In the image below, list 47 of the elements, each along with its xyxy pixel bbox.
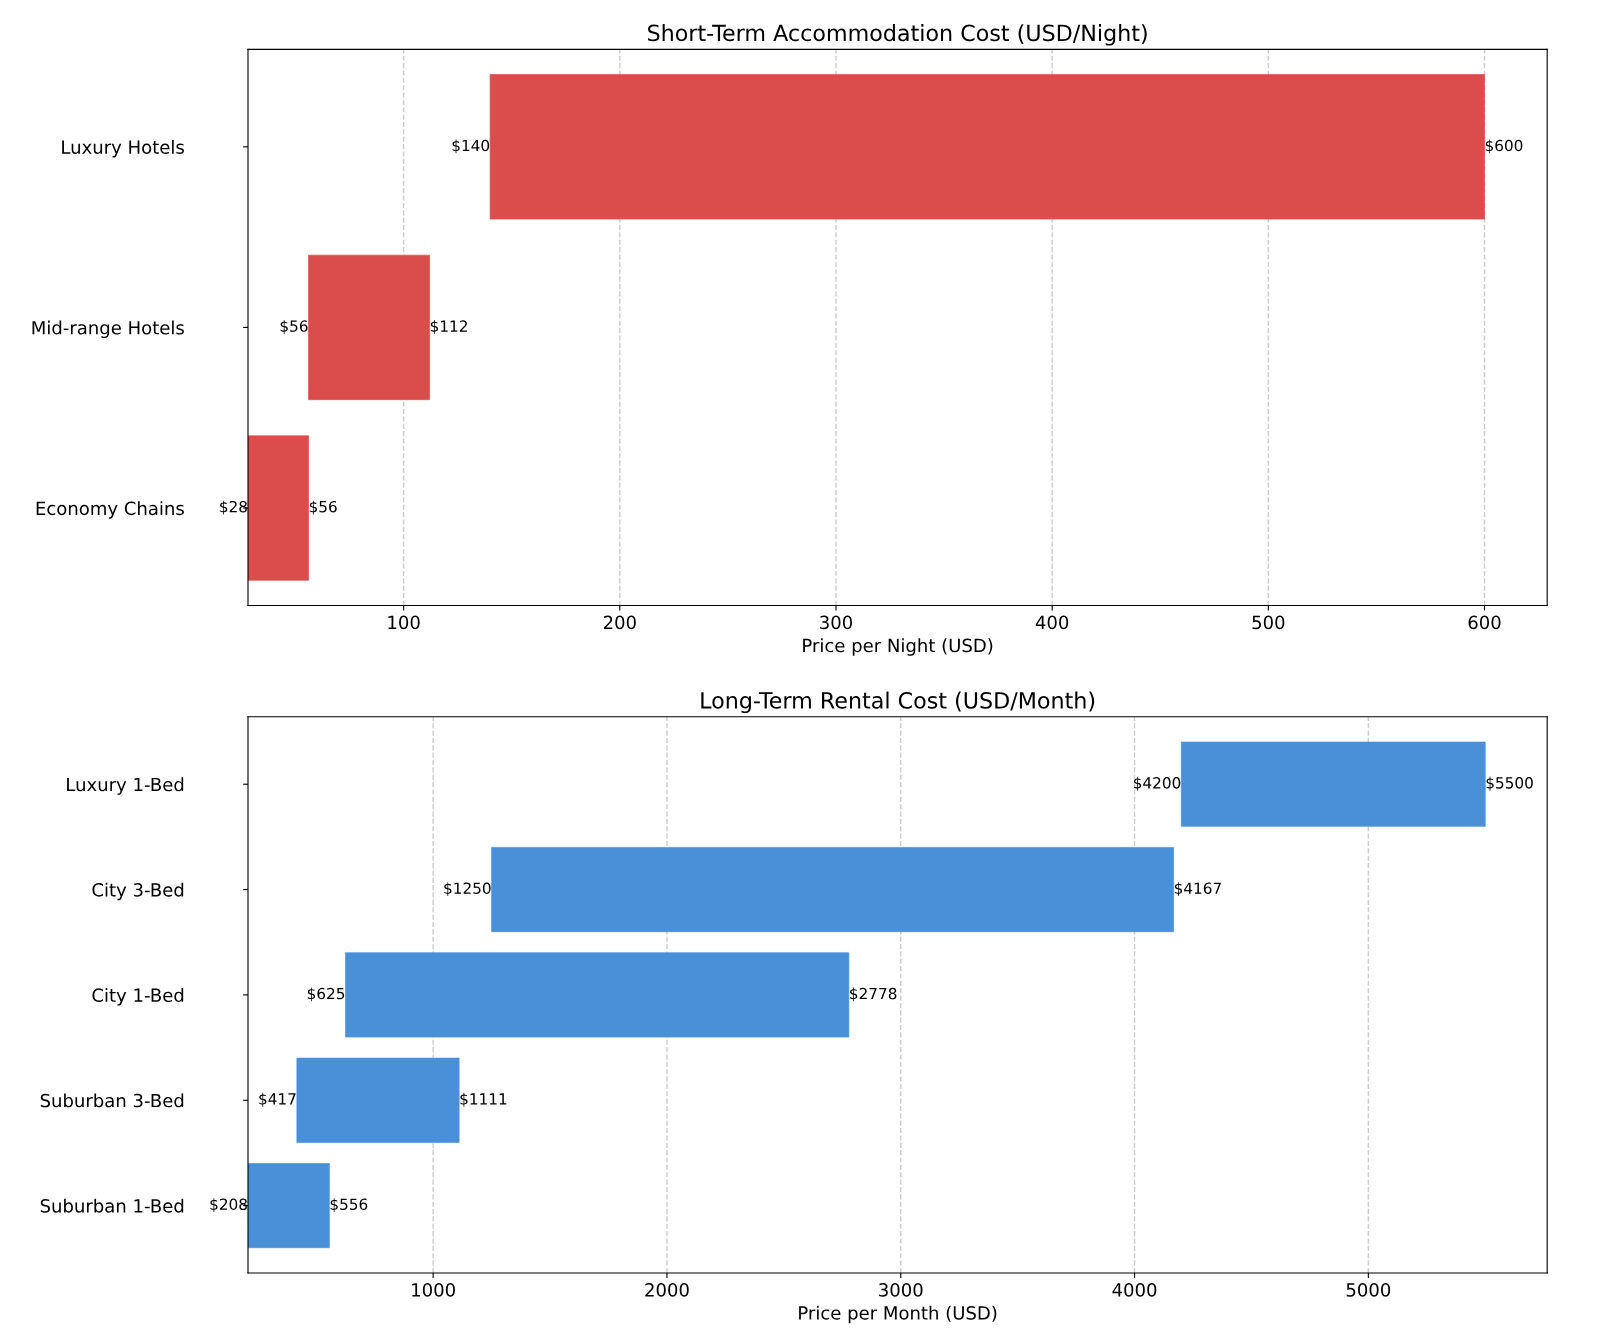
annotation: $5500 <box>1486 776 1533 791</box>
bar <box>248 1163 330 1249</box>
bar <box>491 847 1174 933</box>
bar <box>345 952 850 1038</box>
annotation: $556 <box>330 1198 368 1213</box>
annotation: $1250 <box>444 882 491 897</box>
y-tick-label: Economy Chains <box>36 501 184 519</box>
bar <box>1180 741 1486 827</box>
chart-title: Long-Term Rental Cost (USD/Month) <box>701 691 1095 714</box>
y-tick-label: Mid-range Hotels <box>32 320 184 339</box>
annotation: $112 <box>430 320 467 334</box>
x-tick-label: 2000 <box>645 1283 689 1297</box>
y-tick-label: Luxury Hotels <box>62 139 184 158</box>
x-tick-label: 100 <box>388 615 420 630</box>
x-tick-label: 4000 <box>1112 1283 1157 1297</box>
annotation: $4200 <box>1133 776 1181 791</box>
y-tick-label: Suburban 3-Bed <box>40 1093 184 1108</box>
x-tick-label: 3000 <box>879 1283 923 1297</box>
annotation: $4167 <box>1174 882 1221 897</box>
x-tick-label: 500 <box>1252 615 1285 630</box>
annotation: $1111 <box>460 1092 507 1107</box>
x-tick-label: 1000 <box>412 1283 455 1297</box>
annotation: $625 <box>307 987 345 1002</box>
bar <box>248 435 309 581</box>
annotation: $56 <box>309 500 337 515</box>
x-axis-title: Price per Night (USD) <box>803 638 993 656</box>
y-tick-label: City 1-Bed <box>92 988 184 1006</box>
annotation: $208 <box>210 1198 247 1213</box>
annotation: $600 <box>1485 139 1523 154</box>
annotation: $56 <box>280 320 308 334</box>
y-tick-label: Suburban 1-Bed <box>40 1198 184 1213</box>
x-tick-label: 5000 <box>1346 1283 1391 1297</box>
annotation: $417 <box>259 1092 296 1107</box>
annotation: $140 <box>452 139 490 154</box>
x-tick-label: 200 <box>603 615 636 630</box>
bar <box>308 254 430 401</box>
bar <box>489 74 1485 220</box>
x-tick-label: 600 <box>1468 615 1501 630</box>
annotation: $28 <box>220 500 247 515</box>
bar <box>296 1057 460 1143</box>
annotation: $2778 <box>850 987 897 1002</box>
x-axis-title: Price per Month (USD) <box>799 1305 997 1324</box>
y-tick-label: City 3-Bed <box>92 882 184 901</box>
x-tick-label: 400 <box>1035 615 1069 630</box>
x-tick-label: 300 <box>820 615 853 630</box>
y-tick-label: Luxury 1-Bed <box>67 777 184 795</box>
chart-title: Short-Term Accommodation Cost (USD/Night) <box>648 24 1147 46</box>
